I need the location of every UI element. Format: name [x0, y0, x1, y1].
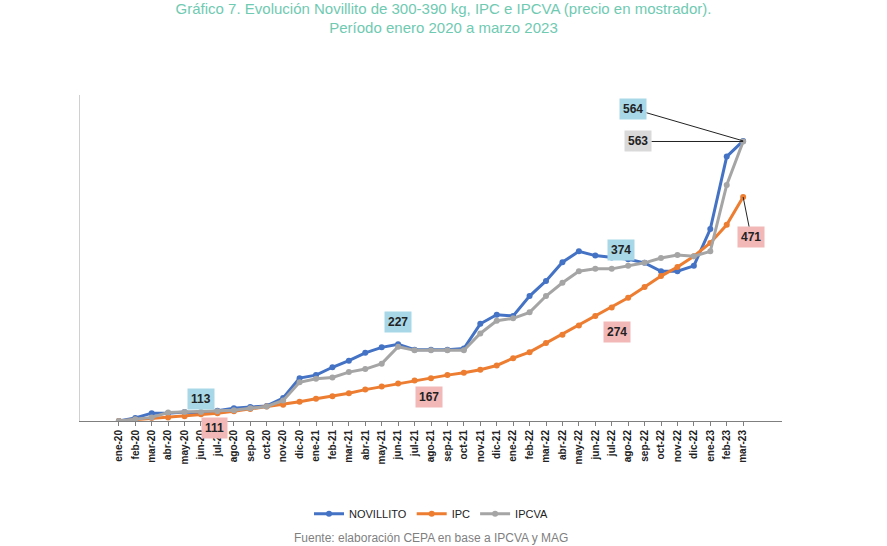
svg-text:ago-20: ago-20	[228, 430, 239, 463]
svg-text:471: 471	[741, 230, 761, 244]
svg-text:may-20: may-20	[179, 430, 190, 465]
svg-text:mar-20: mar-20	[146, 430, 157, 463]
svg-text:IPC: IPC	[452, 508, 470, 520]
svg-text:abr-22: abr-22	[557, 430, 568, 460]
svg-text:jul-21: jul-21	[409, 430, 420, 458]
svg-text:sep-20: sep-20	[245, 430, 256, 462]
svg-text:ene-21: ene-21	[310, 430, 321, 462]
svg-text:may-21: may-21	[376, 430, 387, 465]
svg-text:nov-22: nov-22	[672, 430, 683, 463]
svg-text:IPCVA: IPCVA	[515, 508, 548, 520]
svg-text:dic-22: dic-22	[688, 430, 699, 459]
svg-text:563: 563	[628, 134, 648, 148]
svg-text:nov-20: nov-20	[277, 430, 288, 463]
svg-text:ene-22: ene-22	[507, 430, 518, 462]
svg-text:jul-20: jul-20	[212, 430, 223, 458]
svg-text:167: 167	[419, 390, 439, 404]
svg-text:Gráfico 7. Evolución Novillito: Gráfico 7. Evolución Novillito de 300-39…	[176, 0, 712, 36]
svg-text:Fuente: elaboración CEPA en ba: Fuente: elaboración CEPA en base a IPCVA…	[294, 531, 568, 545]
svg-text:feb-22: feb-22	[524, 430, 535, 460]
svg-text:113: 113	[191, 392, 211, 406]
svg-text:mar-23: mar-23	[737, 430, 748, 463]
svg-text:jun-21: jun-21	[392, 430, 403, 461]
svg-text:ene-23: ene-23	[705, 430, 716, 462]
svg-text:227: 227	[388, 315, 408, 329]
svg-text:abr-20: abr-20	[162, 430, 173, 460]
svg-text:mar-22: mar-22	[540, 430, 551, 463]
svg-text:jun-20: jun-20	[195, 430, 206, 461]
svg-text:dic-21: dic-21	[491, 430, 502, 459]
svg-text:274: 274	[607, 325, 627, 339]
svg-text:sep-22: sep-22	[639, 430, 650, 462]
svg-text:mar-21: mar-21	[343, 430, 354, 463]
svg-text:oct-22: oct-22	[655, 430, 666, 460]
svg-text:ago-22: ago-22	[622, 430, 633, 463]
svg-text:jun-22: jun-22	[590, 430, 601, 461]
svg-text:abr-21: abr-21	[360, 430, 371, 460]
svg-text:oct-21: oct-21	[458, 430, 469, 460]
svg-text:dic-20: dic-20	[294, 430, 305, 459]
svg-text:ago-21: ago-21	[425, 430, 436, 463]
svg-text:374: 374	[611, 243, 631, 257]
svg-text:564: 564	[623, 102, 643, 116]
svg-text:111: 111	[205, 421, 224, 435]
svg-text:sep-21: sep-21	[442, 430, 453, 462]
svg-text:feb-20: feb-20	[130, 430, 141, 460]
svg-text:NOVILLITO: NOVILLITO	[349, 508, 407, 520]
svg-text:feb-23: feb-23	[721, 430, 732, 460]
svg-text:may-22: may-22	[573, 430, 584, 465]
svg-text:ene-20: ene-20	[113, 430, 124, 462]
svg-text:nov-21: nov-21	[475, 430, 486, 463]
svg-text:feb-21: feb-21	[327, 430, 338, 460]
svg-text:jul-22: jul-22	[606, 430, 617, 458]
svg-text:oct-20: oct-20	[261, 430, 272, 460]
